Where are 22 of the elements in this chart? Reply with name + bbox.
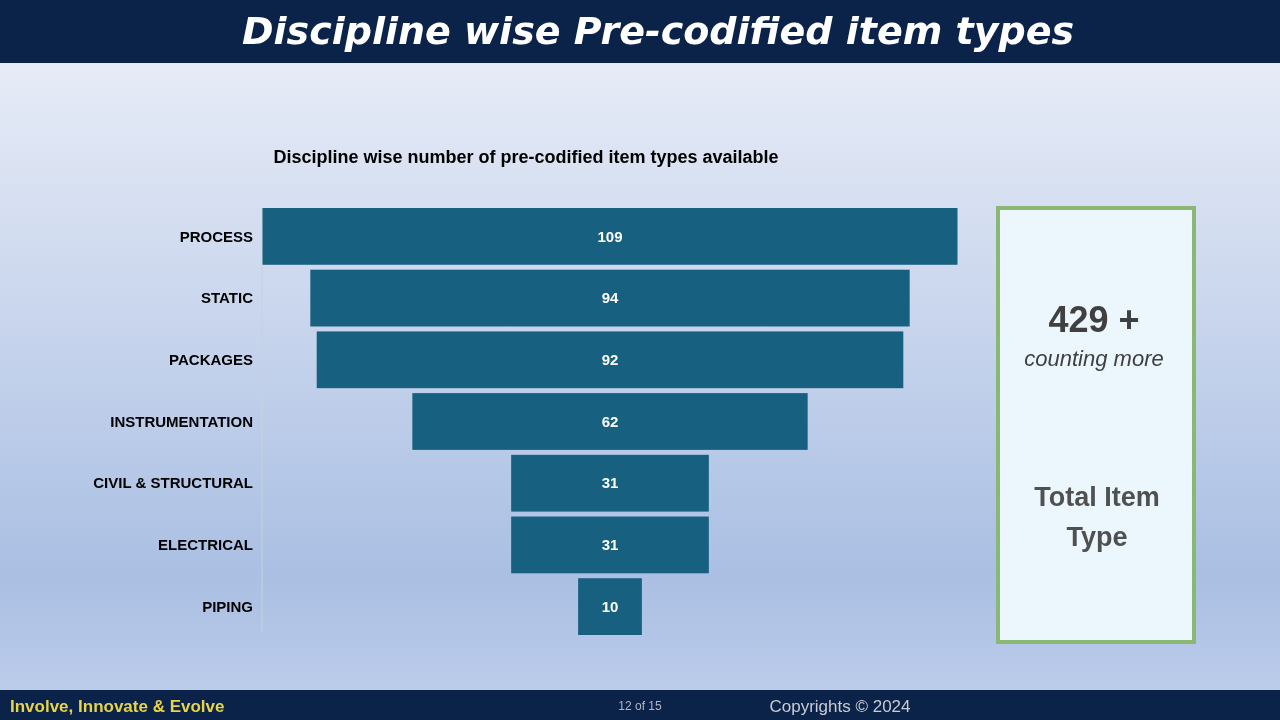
category-label: STATIC [201,289,254,307]
data-label: 62 [601,412,619,430]
text: counting more [1024,346,1164,371]
data-label: 10 [601,597,619,615]
text: Copyrights © 2024 [769,697,911,716]
category-label: ELECTRICAL [158,536,253,554]
data-label: 31 [601,536,619,554]
category-label: PROCESS [179,227,253,245]
text: Discipline wise Pre-codified item types [241,9,1075,53]
data-label: 94 [601,289,619,307]
category-label: PIPING [202,597,253,615]
text: 429 + [1048,299,1140,340]
data-label: 31 [601,474,619,492]
text: Total Item Type [1034,482,1160,552]
category-label: PACKAGES [169,351,253,369]
category-label: INSTRUMENTATION [110,412,253,430]
data-label: 92 [601,351,619,369]
text: Discipline wise number of pre-codified item types available [273,147,779,167]
category-label: CIVIL & STRUCTURAL [93,474,253,492]
text: Involve, Innovate & Evolve [10,697,225,716]
text: 12 of 15 [618,699,663,713]
data-label: 109 [597,227,623,245]
